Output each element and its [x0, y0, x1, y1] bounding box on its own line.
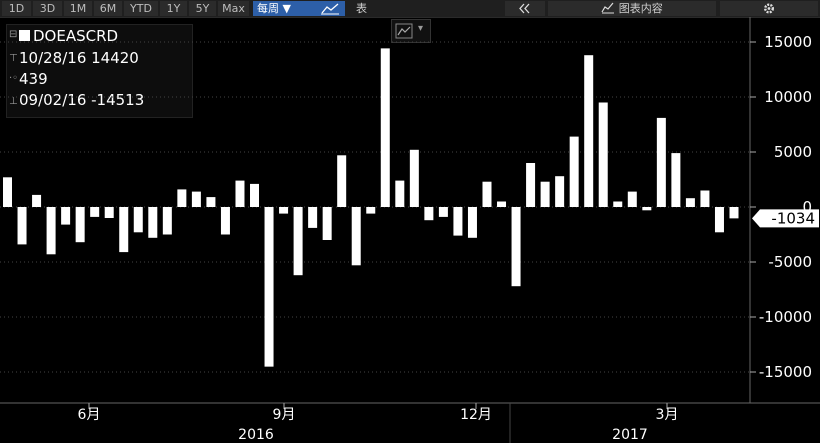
bar — [714, 207, 724, 233]
bar — [424, 207, 434, 221]
bar — [438, 207, 448, 217]
y-tick-label: 15000 — [764, 33, 812, 51]
legend-series-name: DOEASCRD — [19, 27, 118, 45]
gear-icon[interactable] — [720, 1, 818, 16]
frequency-label: 每周 — [257, 2, 279, 15]
last-marker-icon: ·◦ — [9, 73, 19, 84]
low-marker-icon: ⊥ — [9, 96, 18, 107]
bar — [293, 207, 303, 276]
x-month-label: 12月 — [460, 407, 492, 423]
bar — [366, 207, 376, 214]
y-tick-label: 10000 — [764, 88, 812, 106]
bar — [119, 207, 129, 253]
x-month-label: 6月 — [78, 407, 101, 423]
range-ytd-button[interactable]: YTD — [124, 1, 158, 16]
chevron-down-icon: ▼ — [282, 2, 291, 15]
bar — [409, 149, 419, 207]
bar — [526, 163, 536, 207]
y-tick-label: -15000 — [759, 363, 812, 381]
bar — [482, 181, 492, 207]
bar — [351, 207, 361, 266]
chart-contents-button[interactable]: 图表内容 — [548, 1, 716, 16]
range-1m-button[interactable]: 1M — [64, 1, 92, 16]
series-swatch-icon — [19, 30, 30, 41]
bar — [497, 201, 507, 207]
bar — [3, 177, 12, 207]
chart-toolbar: 1D 3D 1M 6M YTD 1Y 5Y Max 每周 ▼ 表 图表内容 — [0, 0, 820, 18]
bar — [308, 207, 318, 228]
current-value-label: -1034 — [771, 209, 815, 227]
chevron-down-icon: ▾ — [418, 23, 424, 34]
table-view-tab[interactable]: 表 — [356, 2, 367, 15]
bar — [729, 207, 739, 219]
bar — [206, 197, 216, 207]
bar — [191, 191, 201, 207]
bar — [177, 189, 187, 207]
collapse-icon[interactable]: ⊟ — [9, 29, 18, 40]
bar — [642, 207, 652, 211]
bar — [148, 207, 158, 238]
bar — [540, 181, 550, 207]
current-value-tag — [752, 209, 819, 228]
y-tick-label: -10000 — [759, 308, 812, 326]
bar — [467, 207, 477, 238]
bar — [220, 207, 230, 235]
x-year-label: 2016 — [238, 427, 274, 443]
bar — [264, 207, 274, 367]
y-tick-label: 0 — [802, 198, 812, 216]
bar — [250, 183, 260, 207]
y-tick-label: 5000 — [774, 143, 812, 161]
bar — [279, 207, 289, 214]
legend-last: 439 — [19, 70, 48, 88]
x-year-label: 2017 — [612, 427, 648, 443]
bar — [598, 102, 608, 207]
double-chevron-left-icon[interactable] — [505, 1, 545, 16]
range-5y-button[interactable]: 5Y — [189, 1, 216, 16]
x-month-label: 3月 — [656, 407, 679, 423]
legend-high: 10/28/16 14420 — [19, 49, 139, 67]
x-month-label: 9月 — [273, 407, 296, 423]
bar — [32, 194, 42, 207]
bar — [656, 117, 666, 207]
bar — [162, 207, 172, 235]
line-chart-icon — [395, 23, 413, 39]
bar — [46, 207, 56, 255]
chart-contents-label: 图表内容 — [618, 2, 663, 15]
bar — [453, 207, 463, 236]
bar — [75, 207, 85, 243]
range-1y-button[interactable]: 1Y — [160, 1, 187, 16]
bar — [613, 201, 623, 207]
bar — [569, 136, 579, 207]
bar — [584, 55, 594, 208]
bar — [511, 207, 521, 287]
bar — [671, 153, 681, 207]
bar — [380, 48, 390, 207]
range-3d-button[interactable]: 3D — [33, 1, 62, 16]
bar — [322, 207, 332, 240]
range-6m-button[interactable]: 6M — [94, 1, 122, 16]
bar — [555, 176, 565, 207]
high-marker-icon: ⊤ — [9, 53, 18, 64]
bar — [685, 198, 695, 207]
chart-contents-icon — [601, 2, 615, 14]
bar — [235, 180, 245, 207]
bar — [627, 191, 637, 207]
bar — [104, 207, 114, 218]
y-tick-label: -5000 — [768, 253, 812, 271]
bar — [700, 190, 710, 207]
chart-type-selector[interactable]: ▾ — [391, 19, 431, 43]
bar — [61, 207, 71, 225]
range-max-button[interactable]: Max — [218, 1, 249, 16]
bar — [337, 155, 347, 207]
line-chart-icon[interactable] — [315, 1, 345, 16]
series-legend: ⊟ DOEASCRD ⊤ 10/28/16 14420 ·◦ 439 ⊥ 09/… — [6, 24, 193, 118]
legend-low: 09/02/16 -14513 — [19, 91, 145, 109]
bar — [395, 180, 405, 207]
bar — [133, 207, 143, 233]
bar — [90, 207, 100, 217]
range-1d-button[interactable]: 1D — [2, 1, 31, 16]
bar — [17, 207, 27, 245]
frequency-dropdown[interactable]: 每周 ▼ — [253, 1, 316, 16]
